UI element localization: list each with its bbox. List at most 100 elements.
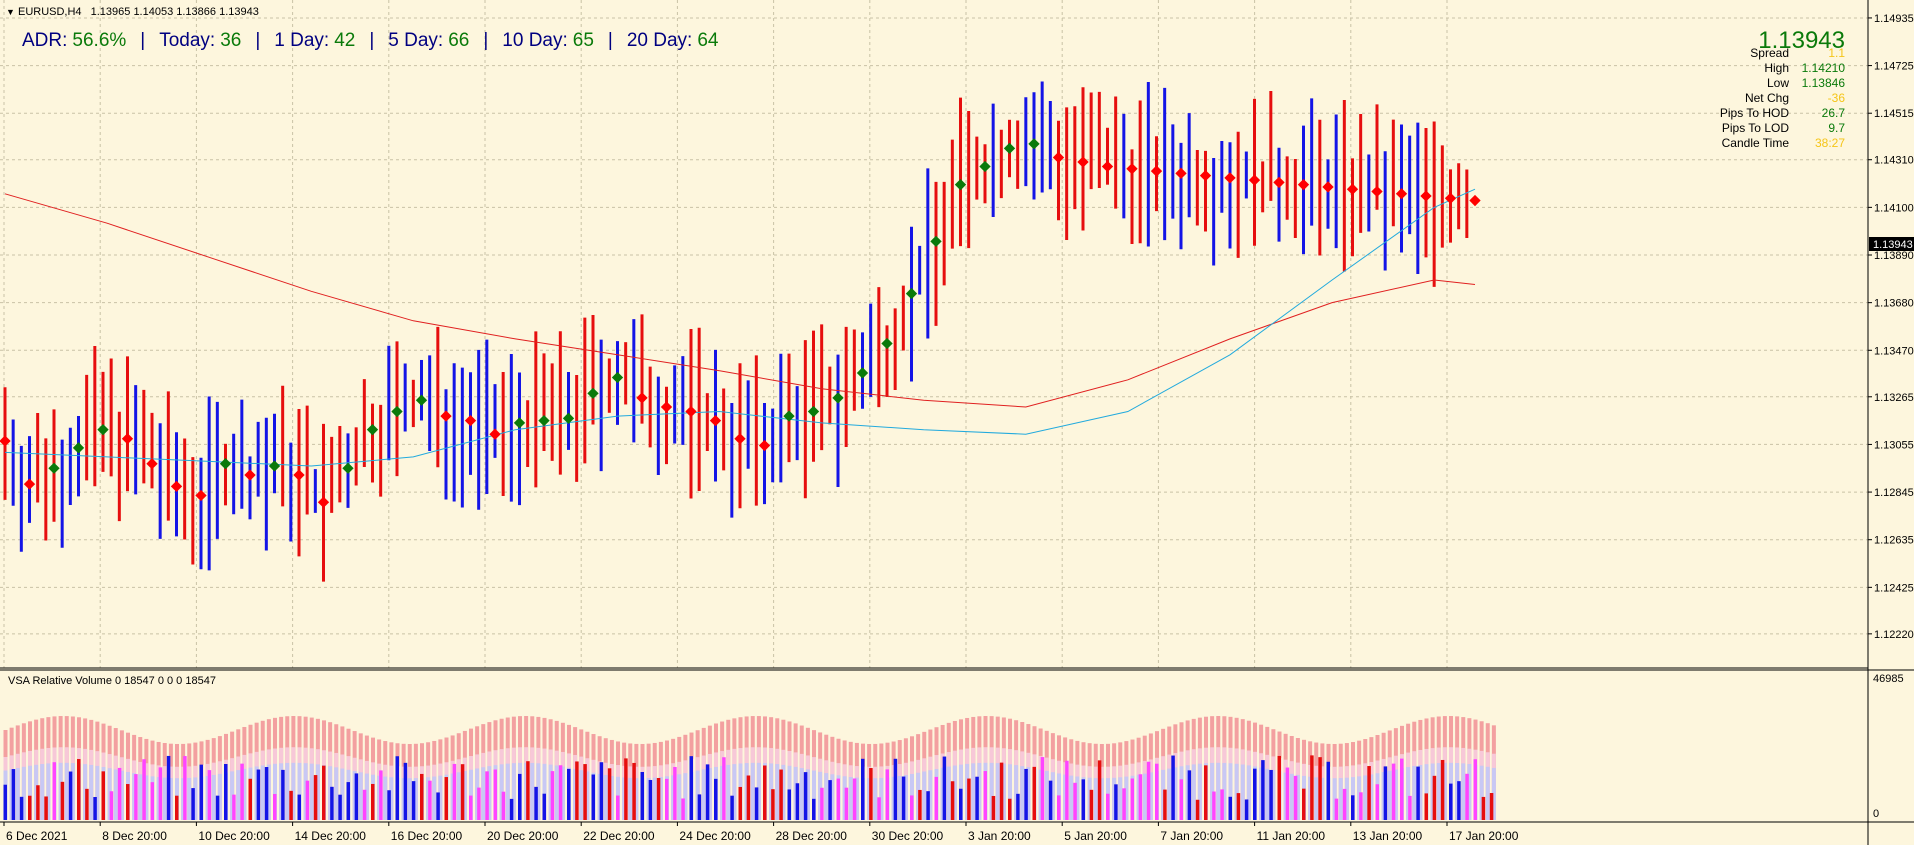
ma-dot bbox=[709, 414, 722, 427]
volume-bar bbox=[28, 795, 32, 820]
adr-label: 10 Day: bbox=[502, 30, 568, 51]
volume-scale-bottom: 0 bbox=[1873, 808, 1880, 820]
price-tick-label: 1.12425 bbox=[1874, 582, 1914, 594]
adr-label: 1 Day: bbox=[274, 30, 330, 51]
volume-bar bbox=[1008, 798, 1012, 820]
volume-bar bbox=[542, 793, 546, 820]
dot-indicator bbox=[0, 138, 1481, 508]
volume-bar bbox=[1106, 793, 1110, 820]
volume-bar bbox=[1114, 784, 1118, 820]
volume-bar bbox=[322, 765, 326, 820]
time-tick-label: 17 Jan 20:00 bbox=[1449, 829, 1519, 843]
volume-bar bbox=[893, 758, 898, 820]
moving-averages bbox=[4, 188, 1476, 467]
volume-bar bbox=[697, 794, 702, 820]
volume-bar bbox=[68, 771, 73, 820]
ma-dot bbox=[513, 417, 526, 429]
ma-dot bbox=[391, 405, 403, 418]
volume-bar bbox=[330, 786, 334, 820]
volume-bar bbox=[240, 763, 244, 820]
volume-bar bbox=[885, 769, 889, 820]
volume-bar bbox=[93, 797, 97, 820]
volume-bar bbox=[844, 787, 849, 820]
ma-dot bbox=[170, 480, 183, 493]
volume-bar bbox=[248, 778, 252, 820]
volume-bar bbox=[714, 778, 718, 820]
volume-bar bbox=[1163, 789, 1167, 820]
info-row-label: Net Chg bbox=[1744, 91, 1789, 105]
adr-value: 66 bbox=[448, 30, 470, 51]
volume-bar bbox=[44, 796, 48, 820]
volume-bar bbox=[1318, 757, 1322, 820]
volume-bar bbox=[632, 762, 636, 820]
time-tick-label: 13 Jan 20:00 bbox=[1353, 829, 1423, 843]
volume-bar bbox=[738, 786, 742, 820]
ma-dot bbox=[1248, 174, 1261, 186]
volume-bar bbox=[166, 755, 171, 820]
dropdown-triangle-icon[interactable]: ▼ bbox=[6, 7, 15, 17]
volume-bar bbox=[493, 769, 497, 820]
volume-bar bbox=[665, 778, 669, 820]
ma-dot bbox=[1052, 151, 1065, 164]
volume-bar bbox=[395, 756, 399, 820]
ma-dot bbox=[244, 469, 256, 481]
volume-bar bbox=[1032, 766, 1036, 820]
volume-bar bbox=[648, 779, 653, 820]
volume-bar bbox=[191, 788, 195, 820]
volume-bar bbox=[599, 762, 604, 820]
volume-bar bbox=[11, 769, 16, 820]
volume-bar bbox=[60, 781, 65, 820]
adr-value: 64 bbox=[697, 30, 719, 51]
ma-dot bbox=[1395, 188, 1408, 200]
ma-dot bbox=[685, 405, 697, 418]
volume-bar bbox=[959, 788, 963, 820]
slow-ma-line bbox=[4, 193, 1476, 408]
volume-bar bbox=[877, 797, 881, 820]
volume-bar bbox=[861, 758, 865, 820]
adr-value: 56.6% bbox=[72, 30, 127, 51]
volume-bar bbox=[836, 778, 840, 820]
info-row-value: 38:27 bbox=[1814, 136, 1845, 150]
ma-dot bbox=[611, 371, 624, 384]
ma-dot bbox=[1469, 194, 1481, 207]
volume-bar bbox=[656, 778, 661, 820]
ma-dot bbox=[1199, 169, 1212, 182]
time-tick-label: 8 Dec 20:00 bbox=[102, 829, 167, 843]
ma-dot bbox=[317, 496, 330, 508]
volume-bar bbox=[1171, 755, 1175, 820]
volume-bar bbox=[803, 772, 808, 820]
adr-label: 20 Day: bbox=[626, 30, 693, 51]
time-tick-label: 22 Dec 20:00 bbox=[583, 829, 655, 843]
ma-dot bbox=[1175, 167, 1187, 179]
volume-bar bbox=[1359, 792, 1363, 820]
volume-bar bbox=[477, 787, 481, 820]
volume-bar bbox=[950, 781, 955, 820]
adr-label: Today: bbox=[159, 30, 216, 51]
volume-bar bbox=[999, 762, 1004, 820]
volume-bar bbox=[36, 785, 40, 820]
volume-bar bbox=[379, 770, 383, 820]
symbol-label: EURUSD,H4 bbox=[17, 6, 82, 18]
volume-bar bbox=[387, 790, 391, 820]
volume-bar bbox=[591, 774, 595, 820]
price-tick-label: 1.12845 bbox=[1874, 487, 1914, 499]
volume-scale-top: 46985 bbox=[1873, 673, 1904, 685]
volume-bar bbox=[1408, 795, 1412, 820]
info-row-value: 26.7 bbox=[1821, 106, 1845, 120]
ma-dot bbox=[1003, 142, 1016, 155]
volume-bar bbox=[1048, 780, 1053, 820]
ohlc-values: 1.13965 1.14053 1.13866 1.13943 bbox=[90, 6, 259, 18]
volume-bar bbox=[934, 776, 938, 820]
price-tick-label: 1.14100 bbox=[1874, 202, 1914, 214]
volume-bar bbox=[1367, 766, 1371, 820]
volume-bar bbox=[795, 783, 800, 820]
ma-dot bbox=[1077, 156, 1089, 168]
volume-bar bbox=[1016, 793, 1020, 820]
volume-bar bbox=[428, 780, 432, 820]
volume-bar bbox=[403, 762, 408, 820]
volume-bar bbox=[567, 768, 571, 820]
volume-bar bbox=[640, 771, 644, 820]
volume-bar bbox=[1481, 796, 1486, 820]
ma-dot bbox=[807, 405, 820, 418]
volume-bar bbox=[1040, 757, 1045, 820]
